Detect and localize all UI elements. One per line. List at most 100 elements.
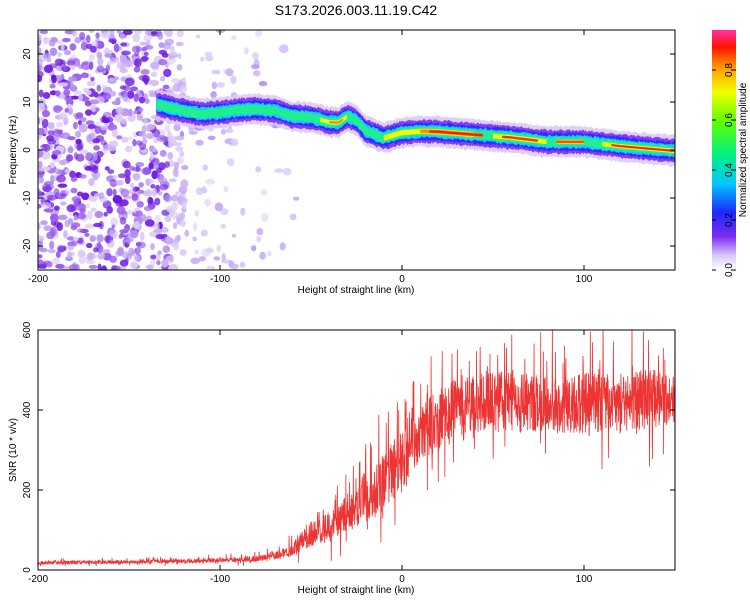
noise-speck — [96, 52, 103, 59]
noise-speck — [114, 114, 124, 123]
noise-speck — [195, 187, 204, 196]
noise-speck — [90, 104, 98, 113]
noise-speck — [139, 231, 145, 241]
noise-speck — [49, 83, 56, 89]
noise-speck — [63, 230, 68, 239]
spectrogram-x-tick-label: 100 — [576, 274, 593, 285]
noise-speck — [205, 55, 214, 62]
noise-speck — [164, 161, 170, 168]
noise-speck — [87, 210, 93, 220]
noise-speck — [42, 202, 52, 209]
noise-speck — [73, 199, 79, 208]
noise-speck — [80, 72, 89, 79]
noise-speck — [137, 107, 144, 113]
noise-speck — [38, 259, 44, 264]
noise-speck — [150, 184, 156, 189]
noise-speck — [29, 71, 36, 78]
noise-speck — [38, 221, 41, 231]
noise-speck — [180, 219, 186, 227]
noise-speck — [112, 175, 117, 180]
noise-speck — [85, 120, 95, 126]
noise-speck — [75, 138, 82, 145]
noise-speck — [93, 247, 99, 253]
noise-speck — [255, 166, 262, 173]
noise-speck — [47, 130, 55, 136]
noise-speck — [109, 255, 117, 263]
noise-speck — [122, 251, 130, 259]
noise-speck — [190, 257, 200, 264]
noise-speck — [85, 203, 91, 209]
noise-speck — [58, 40, 64, 45]
noise-speck — [70, 176, 78, 182]
noise-speck — [102, 93, 112, 100]
noise-speck — [66, 236, 75, 241]
noise-speck — [126, 237, 131, 245]
noise-speck — [112, 188, 117, 197]
noise-speck — [116, 206, 126, 215]
noise-speck — [66, 103, 73, 109]
noise-speck — [26, 183, 32, 190]
noise-speck — [145, 178, 151, 186]
noise-speck — [164, 194, 172, 203]
noise-speck — [216, 82, 225, 88]
snr-x-label: Height of straight line (km) — [298, 585, 415, 596]
snr-y-tick-label: 600 — [22, 321, 33, 338]
noise-speck — [164, 139, 169, 147]
noise-speck — [138, 182, 144, 188]
noise-speck — [149, 79, 160, 87]
noise-speck — [42, 92, 51, 100]
colorbar-label: Normalized spectral amplitude — [738, 82, 749, 217]
noise-speck — [46, 194, 57, 201]
noise-speck — [158, 58, 168, 66]
noise-speck — [38, 75, 43, 82]
noise-speck — [147, 30, 153, 36]
noise-speck — [90, 207, 97, 213]
noise-speck — [169, 135, 177, 145]
noise-speck — [43, 225, 52, 232]
noise-speck — [74, 36, 81, 44]
noise-speck — [194, 249, 199, 255]
noise-speck — [52, 257, 60, 265]
noise-speck — [53, 188, 60, 197]
noise-speck — [97, 242, 102, 250]
noise-speck — [221, 253, 226, 261]
noise-speck — [97, 263, 102, 270]
noise-speck — [172, 83, 181, 92]
noise-speck — [142, 190, 152, 197]
snr-x-tick-label: 0 — [399, 574, 405, 585]
noise-speck — [175, 146, 184, 152]
noise-speck — [198, 256, 206, 262]
noise-speck — [152, 128, 161, 138]
spectrogram-x-label: Height of straight line (km) — [298, 285, 415, 296]
noise-speck — [79, 149, 89, 155]
noise-speck — [135, 162, 145, 167]
noise-speck — [140, 214, 147, 222]
noise-speck — [282, 167, 292, 176]
noise-speck — [167, 151, 174, 160]
noise-speck — [76, 212, 87, 220]
noise-speck — [79, 32, 86, 40]
noise-speck — [78, 64, 84, 70]
noise-speck — [146, 123, 156, 130]
noise-speck — [95, 32, 100, 39]
noise-speck — [142, 138, 148, 144]
noise-speck — [179, 249, 187, 256]
noise-speck — [140, 56, 148, 63]
noise-speck — [60, 44, 65, 51]
noise-speck — [143, 117, 148, 126]
noise-speck — [103, 211, 108, 217]
noise-speck — [169, 254, 174, 262]
noise-speck — [240, 207, 246, 216]
spectrogram-y-tick-label: -10 — [22, 190, 33, 205]
noise-speck — [101, 265, 108, 270]
noise-speck — [30, 42, 35, 46]
noise-speck — [43, 64, 54, 74]
noise-speck — [176, 64, 183, 71]
noise-speck — [163, 30, 170, 36]
noise-speck — [134, 58, 142, 68]
noise-speck — [136, 241, 146, 249]
noise-speck — [224, 128, 234, 133]
snr-y-label: SNR (10 * v/v) — [8, 418, 19, 482]
spectrogram-x-tick-label: 0 — [399, 274, 405, 285]
noise-speck — [92, 152, 98, 162]
